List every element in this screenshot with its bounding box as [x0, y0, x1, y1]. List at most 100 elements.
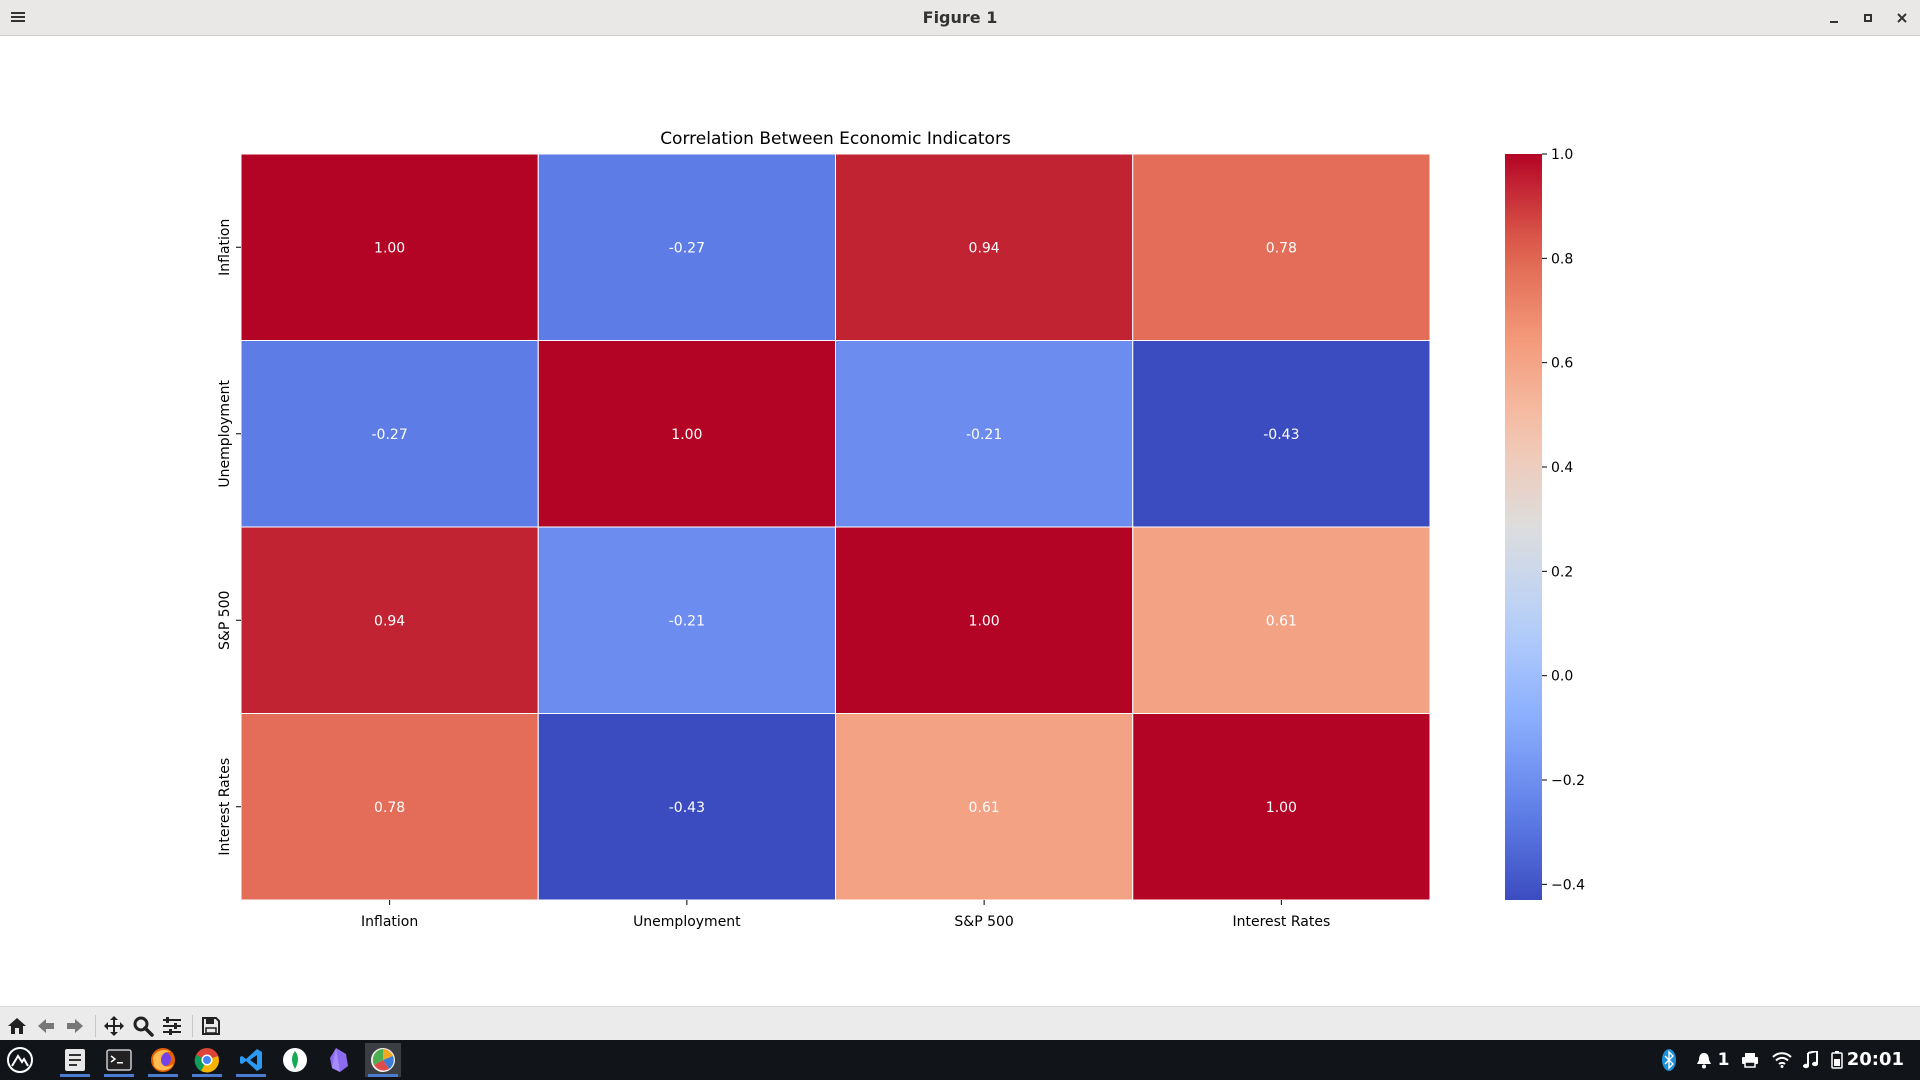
- x-tick-label: Interest Rates: [1232, 914, 1330, 930]
- colorbar-tick-label: 0.8: [1551, 251, 1573, 267]
- maximize-icon: [1864, 14, 1872, 22]
- heatmap-cell: [835, 713, 1134, 901]
- launcher-button[interactable]: [2, 1043, 38, 1077]
- cell-annotation: -0.21: [966, 427, 1002, 443]
- chrome-icon: [194, 1048, 219, 1073]
- cell-annotation: 0.61: [1266, 613, 1297, 629]
- chart-title: Correlation Between Economic Indicators: [660, 129, 1011, 149]
- colorbar-tick-label: 1.0: [1551, 147, 1573, 163]
- heatmap-cell: [537, 153, 836, 341]
- music-note-icon: [1803, 1051, 1818, 1069]
- x-tick-label: Unemployment: [633, 914, 741, 930]
- close-icon: [1897, 13, 1907, 23]
- heatmap-cell: [835, 340, 1134, 528]
- cell-annotation: 0.94: [969, 240, 1000, 256]
- printer-icon: [1742, 1053, 1758, 1068]
- bluetooth-icon: [1662, 1049, 1676, 1071]
- heatmap-cell: [835, 526, 1134, 714]
- colorbar-tick-label: 0.4: [1551, 460, 1573, 476]
- sliders-icon: [163, 1017, 181, 1035]
- taskbar-terminal[interactable]: [101, 1043, 137, 1077]
- volume-tray[interactable]: [1798, 1040, 1822, 1080]
- taskbar-obsidian[interactable]: [321, 1043, 357, 1077]
- cell-annotation: 1.00: [374, 240, 405, 256]
- x-tick-label: Inflation: [361, 914, 418, 930]
- window-titlebar: Figure 1: [0, 0, 1920, 36]
- firefox-icon: [151, 1048, 175, 1072]
- heatmap-cell: [1132, 153, 1431, 341]
- close-button[interactable]: [1892, 8, 1912, 28]
- colorbar-tick-label: 0.0: [1551, 669, 1573, 685]
- magnifier-icon: [133, 1016, 154, 1037]
- zoom-button[interactable]: [130, 1013, 156, 1039]
- x-tick-label: S&P 500: [954, 914, 1013, 930]
- cell-annotation: 0.94: [374, 613, 405, 629]
- hamburger-menu-icon[interactable]: [10, 9, 26, 25]
- navigation-toolbar: [0, 1006, 1920, 1046]
- arrow-right-icon: [67, 1019, 83, 1033]
- taskbar-vscode[interactable]: [233, 1043, 269, 1077]
- colorbar-tick-label: −0.4: [1551, 877, 1585, 893]
- bell-icon: [1696, 1053, 1711, 1069]
- battery-tray[interactable]: [1826, 1040, 1848, 1080]
- save-button[interactable]: [198, 1013, 224, 1039]
- heatmap-cell: [1132, 526, 1431, 714]
- toolbar-separator: [192, 1015, 193, 1037]
- taskbar-figure-app[interactable]: [365, 1043, 401, 1077]
- cell-annotation: 1.00: [969, 613, 1000, 629]
- taskbar-clock[interactable]: 20:01: [1846, 1049, 1904, 1070]
- window-title: Figure 1: [922, 8, 998, 27]
- cell-annotation: -0.27: [372, 427, 408, 443]
- maximize-button[interactable]: [1858, 8, 1878, 28]
- minimize-icon: [1830, 21, 1838, 23]
- back-button[interactable]: [33, 1013, 59, 1039]
- y-tick-label: Interest Rates: [217, 758, 233, 856]
- taskbar-mongodb-compass[interactable]: [277, 1043, 313, 1077]
- wifi-icon: [1772, 1052, 1792, 1068]
- forward-button[interactable]: [62, 1013, 88, 1039]
- y-tick-label: Unemployment: [217, 379, 233, 487]
- minimize-button[interactable]: [1824, 8, 1844, 28]
- figure-canvas: Correlation Between Economic Indicators 1…: [0, 36, 1920, 1006]
- cell-annotation: -0.21: [669, 613, 705, 629]
- cell-annotation: 0.78: [1266, 240, 1297, 256]
- home-icon: [8, 1018, 26, 1034]
- y-tick-label: Inflation: [217, 219, 233, 276]
- heatmap-cell: [1132, 340, 1431, 528]
- wifi-tray[interactable]: [1770, 1040, 1794, 1080]
- bluetooth-tray[interactable]: [1658, 1040, 1680, 1080]
- cell-annotation: 0.78: [374, 800, 405, 816]
- notification-count: 1: [1717, 1050, 1730, 1070]
- vscode-icon: [240, 1049, 262, 1071]
- home-button[interactable]: [4, 1013, 30, 1039]
- file-manager-icon: [65, 1049, 85, 1071]
- cell-annotation: 1.00: [1266, 800, 1297, 816]
- move-icon: [104, 1016, 124, 1036]
- figure-app-icon: [371, 1048, 395, 1072]
- configure-subplots-button[interactable]: [159, 1013, 185, 1039]
- terminal-icon: [106, 1049, 132, 1071]
- heatmap-cell: [240, 713, 539, 901]
- colorbar-tick-label: −0.2: [1551, 773, 1585, 789]
- colorbar: [1505, 154, 1542, 900]
- system-taskbar: 1 20:01: [0, 1040, 1920, 1080]
- notifications-tray[interactable]: 1: [1692, 1040, 1732, 1080]
- taskbar-chrome[interactable]: [189, 1043, 225, 1077]
- obsidian-icon: [330, 1048, 348, 1072]
- taskbar-file-manager[interactable]: [57, 1043, 93, 1077]
- pan-button[interactable]: [101, 1013, 127, 1039]
- taskbar-firefox[interactable]: [145, 1043, 181, 1077]
- printer-tray[interactable]: [1738, 1040, 1762, 1080]
- arrow-left-icon: [38, 1019, 54, 1033]
- floppy-disk-icon: [202, 1017, 220, 1035]
- heatmap-cell: [537, 340, 836, 528]
- colorbar-tick-label: 0.2: [1551, 564, 1573, 580]
- cell-annotation: 1.00: [671, 427, 702, 443]
- mongodb-compass-icon: [283, 1048, 307, 1072]
- toolbar-separator: [95, 1015, 96, 1037]
- heatmap-cell: [537, 713, 836, 901]
- launcher-icon: [7, 1047, 33, 1073]
- cell-annotation: -0.27: [669, 240, 705, 256]
- y-tick-label: S&P 500: [217, 591, 233, 650]
- colorbar-tick-label: 0.6: [1551, 356, 1573, 372]
